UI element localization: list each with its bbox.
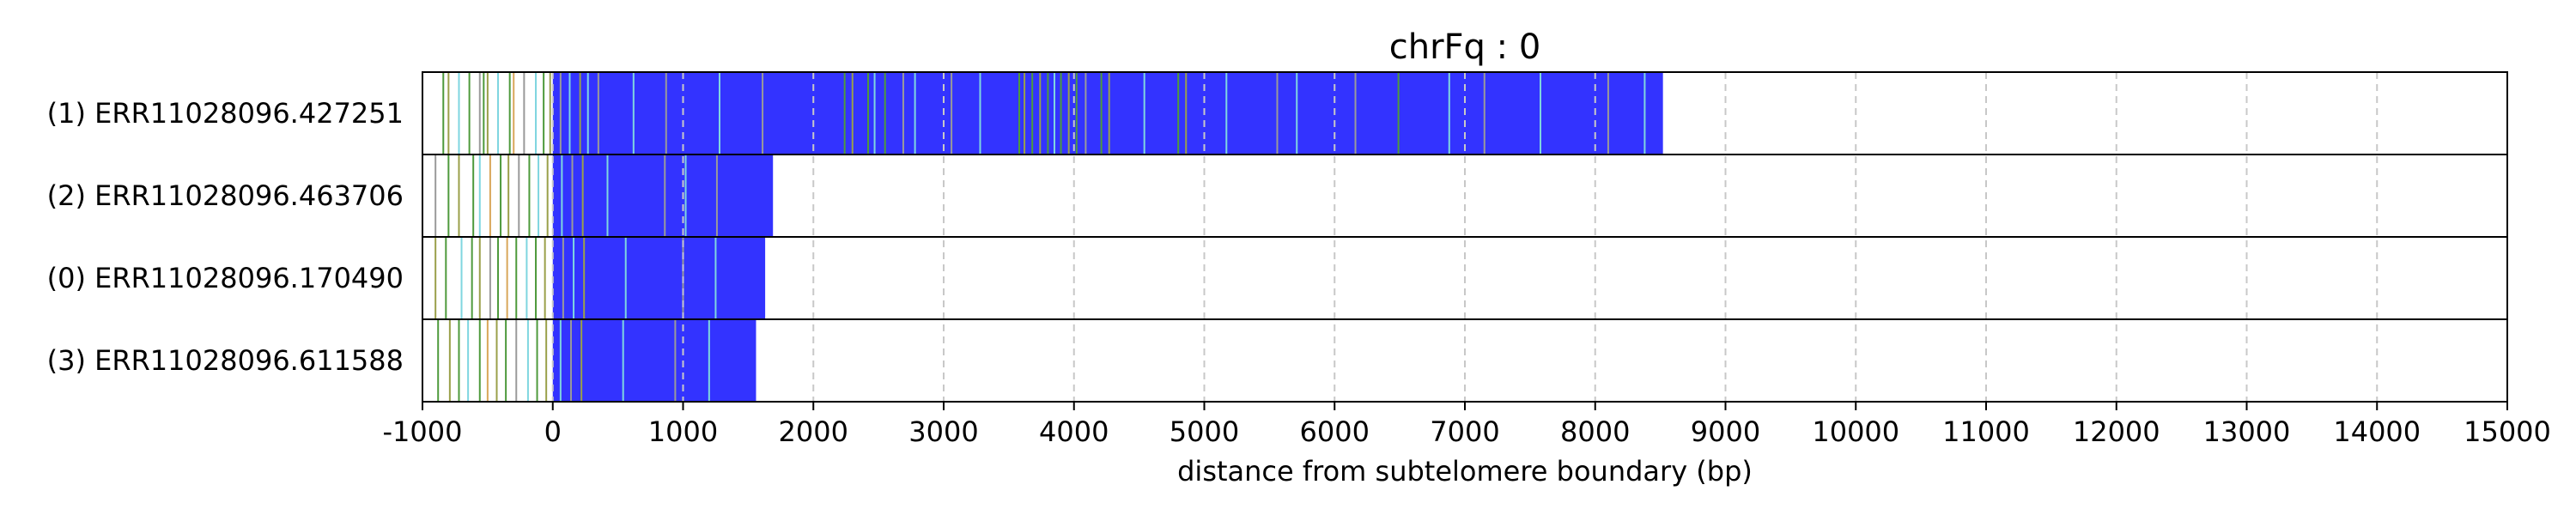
x-gridlines bbox=[551, 72, 2379, 402]
read-bar bbox=[552, 72, 1663, 154]
x-axis: -1000 0 1000 2000 3000 4000 5000 6000 7000 8000 90… bbox=[383, 402, 2551, 448]
read-bar bbox=[552, 237, 766, 319]
x-tick-label: 11000 bbox=[1942, 415, 2030, 448]
chart-title: chrFq : 0 bbox=[1389, 27, 1541, 67]
x-tick-label: 6000 bbox=[1300, 415, 1370, 448]
x-tick-label: 7000 bbox=[1430, 415, 1499, 448]
read-rows: (1) ERR11028096.427251 (2) ERR11028096.46… bbox=[47, 72, 1663, 402]
row-label: (3) ERR11028096.611588 bbox=[47, 344, 404, 377]
x-tick-label: 12000 bbox=[2073, 415, 2160, 448]
read-row: (3) ERR11028096.611588 bbox=[47, 319, 756, 402]
x-tick-label: 3000 bbox=[908, 415, 978, 448]
x-tick-label: 14000 bbox=[2333, 415, 2421, 448]
read-bar bbox=[552, 154, 774, 237]
x-tick-label: 1000 bbox=[648, 415, 718, 448]
x-tick-label: 15000 bbox=[2464, 415, 2551, 448]
x-tick-label: 4000 bbox=[1039, 415, 1109, 448]
x-axis-label: distance from subtelomere boundary (bp) bbox=[1177, 455, 1753, 488]
read-row: (2) ERR11028096.463706 bbox=[47, 154, 774, 237]
x-tick-label: 10000 bbox=[1812, 415, 1899, 448]
row-label: (2) ERR11028096.463706 bbox=[47, 179, 404, 212]
x-tick-label: 0 bbox=[544, 415, 562, 448]
x-tick-label: 9000 bbox=[1691, 415, 1760, 448]
x-tick-label: -1000 bbox=[383, 415, 463, 448]
row-label: (1) ERR11028096.427251 bbox=[47, 97, 404, 130]
read-bar bbox=[552, 319, 756, 402]
x-tick-label: 2000 bbox=[779, 415, 848, 448]
x-tick-label: 13000 bbox=[2203, 415, 2291, 448]
row-label: (0) ERR11028096.170490 bbox=[47, 262, 404, 294]
x-tick-label: 8000 bbox=[1560, 415, 1630, 448]
x-tick-label: 5000 bbox=[1170, 415, 1239, 448]
read-row: (0) ERR11028096.170490 bbox=[47, 237, 766, 319]
read-row: (1) ERR11028096.427251 bbox=[47, 72, 1663, 154]
